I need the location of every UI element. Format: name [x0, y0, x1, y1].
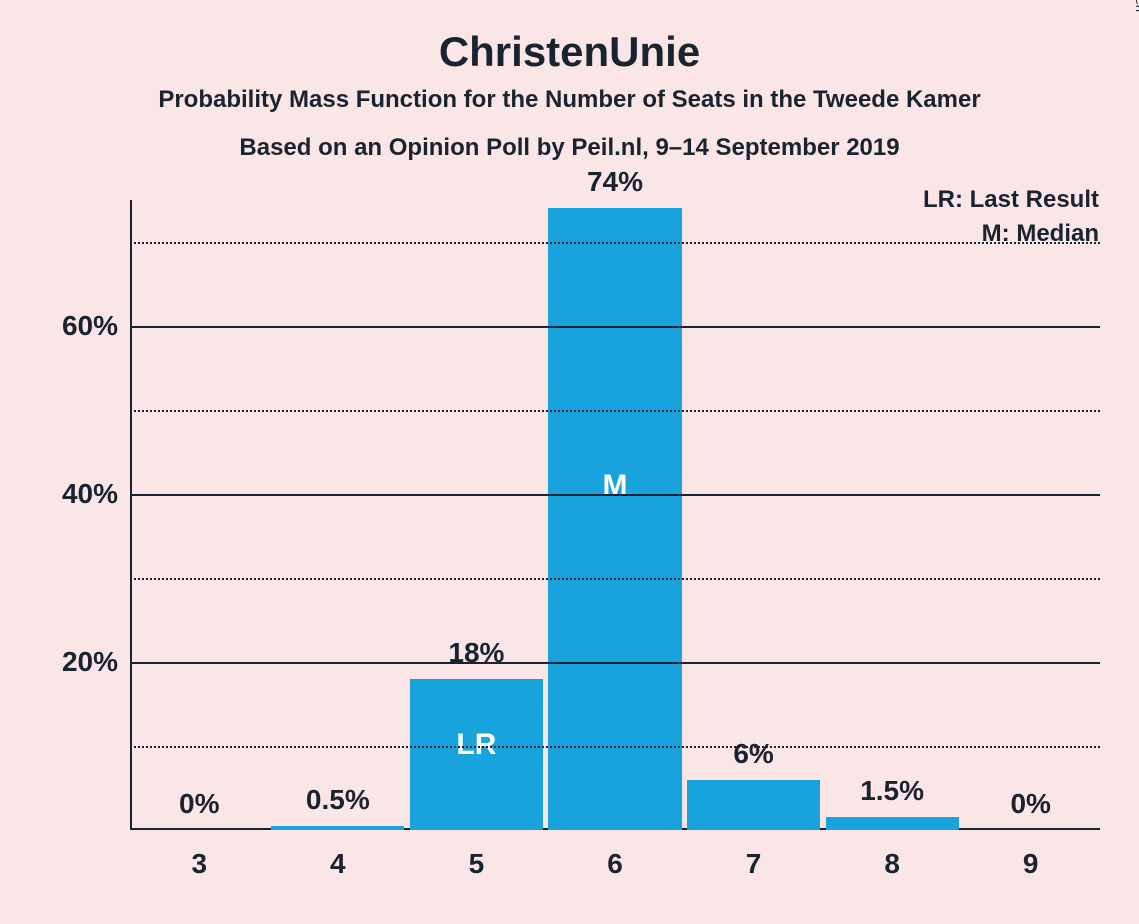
chart-subtitle-1: Probability Mass Function for the Number…: [0, 86, 1139, 114]
chart-title: ChristenUnie: [0, 0, 1139, 76]
bar: [548, 208, 681, 830]
x-axis-label: 9: [961, 830, 1100, 880]
x-axis-label: 8: [823, 830, 962, 880]
gridline-minor: [130, 242, 1100, 244]
bar-value-label: 0%: [961, 788, 1100, 820]
x-axis-label: 6: [546, 830, 685, 880]
bars-container: 0%0.5%18%LR74%M6%1.5%0%: [130, 200, 1100, 830]
median-marker: M: [546, 469, 685, 503]
bar: [826, 817, 959, 830]
gridline-major: [130, 326, 1100, 328]
gridline-minor: [130, 746, 1100, 748]
bar-value-label: 6%: [684, 738, 823, 770]
bar-slot: 6%: [684, 200, 823, 830]
last-result-marker: LR: [407, 728, 546, 762]
gridline-major: [130, 662, 1100, 664]
chart-subtitle-2: Based on an Opinion Poll by Peil.nl, 9–1…: [0, 134, 1139, 162]
bar-value-label: 18%: [407, 637, 546, 669]
y-axis-label: 40%: [62, 478, 130, 510]
x-axis-label: 4: [269, 830, 408, 880]
bar-value-label: 74%: [546, 166, 685, 198]
gridline-minor: [130, 410, 1100, 412]
chart-plot-area: 0%0.5%18%LR74%M6%1.5%0% 20%40%60%3456789: [130, 200, 1100, 830]
bar-slot: 0%: [130, 200, 269, 830]
bar-slot: 0%: [961, 200, 1100, 830]
x-axis-label: 5: [407, 830, 546, 880]
y-axis-label: 20%: [62, 646, 130, 678]
bar-slot: 0.5%: [269, 200, 408, 830]
bar-slot: 74%M: [546, 200, 685, 830]
bar-value-label: 0.5%: [269, 784, 408, 816]
bar: [687, 780, 820, 830]
gridline-major: [130, 494, 1100, 496]
x-axis-label: 7: [684, 830, 823, 880]
gridline-minor: [130, 578, 1100, 580]
x-axis-label: 3: [130, 830, 269, 880]
y-axis-label: 60%: [62, 310, 130, 342]
bar-slot: 1.5%: [823, 200, 962, 830]
credit-text: © 2020 Filip van Laenen: [1133, 0, 1139, 12]
bar-value-label: 0%: [130, 788, 269, 820]
bar-value-label: 1.5%: [823, 775, 962, 807]
bar-slot: 18% LR: [407, 200, 546, 830]
